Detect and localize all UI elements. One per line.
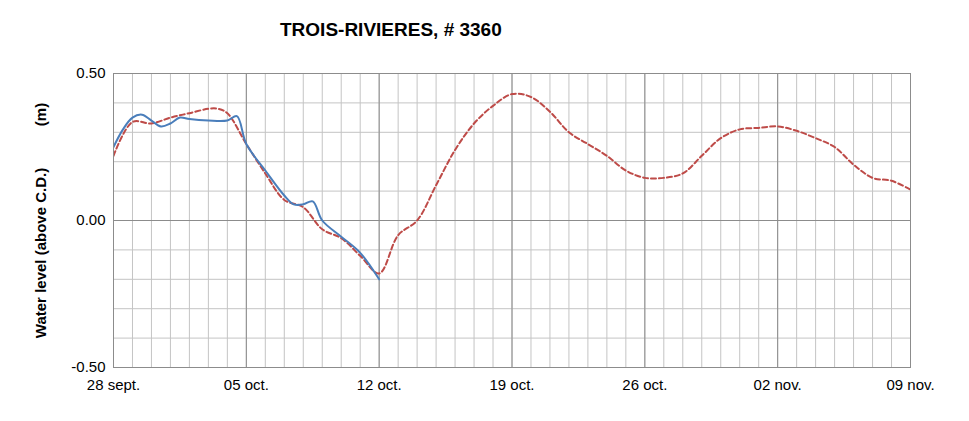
svg-text:02 nov.: 02 nov. [754,376,802,393]
svg-text:12 oct.: 12 oct. [357,376,402,393]
svg-text:Water level (above C.D.): Water level (above C.D.) (m) [32,103,49,338]
svg-text:09 nov.: 09 nov. [886,376,934,393]
svg-text:0.00: 0.00 [76,211,105,228]
svg-text:-0.50: -0.50 [71,358,105,375]
svg-text:0.50: 0.50 [76,64,105,81]
svg-text:05 oct.: 05 oct. [224,376,269,393]
svg-text:28 sept.: 28 sept. [87,376,140,393]
html-text:TROIS-RIVIERES, # 3360: TROIS-RIVIERES, # 3360 [280,19,502,40]
svg-text:26 oct.: 26 oct. [622,376,667,393]
svg-text:19 oct.: 19 oct. [489,376,534,393]
